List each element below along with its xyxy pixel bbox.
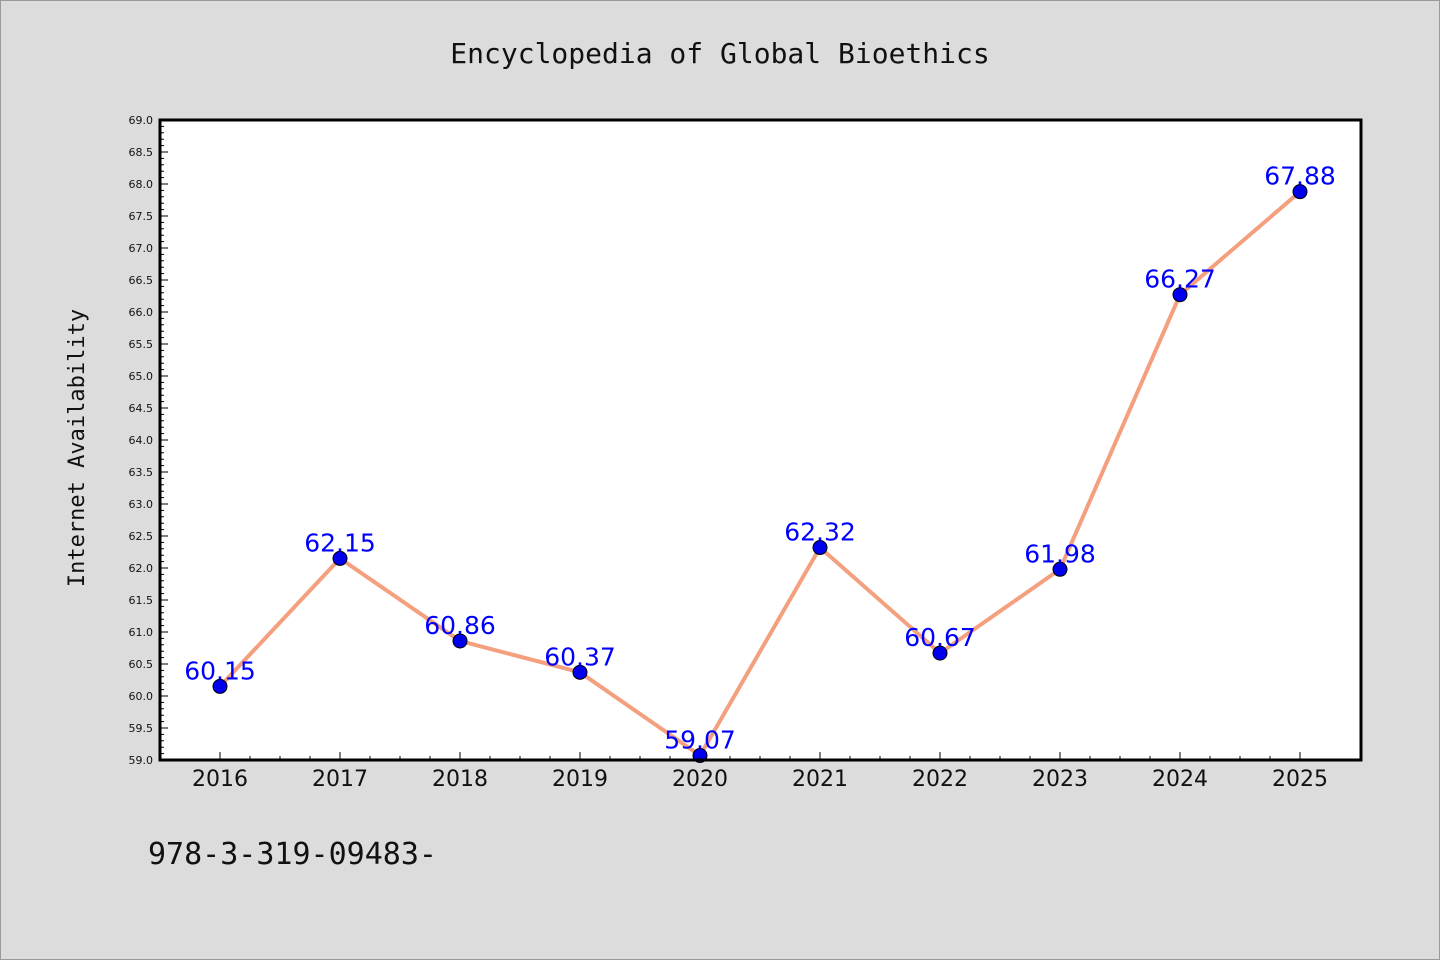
y-tick-label: 66.5 — [129, 274, 154, 287]
data-label: 60.37 — [544, 642, 616, 671]
x-axis-ticks: 2016 2017 2018 2019 2020 2021 2022 2023 2024 2025 — [192, 752, 1328, 792]
x-tick-label: 2017 — [312, 767, 368, 792]
x-tick-label: 2018 — [432, 767, 488, 792]
y-tick-label: 67.0 — [129, 242, 154, 255]
data-point — [1172, 287, 1188, 303]
data-point — [932, 645, 948, 661]
x-tick-label: 2020 — [672, 767, 728, 792]
x-tick-label: 2021 — [792, 767, 848, 792]
data-point — [332, 550, 348, 566]
y-tick-label: 65.0 — [129, 370, 154, 383]
y-tick-label: 66.0 — [129, 306, 154, 319]
y-tick-label: 62.5 — [129, 530, 154, 543]
plot-frame — [158, 118, 1363, 762]
data-label: 62.32 — [784, 518, 856, 547]
data-label: 60.67 — [904, 623, 976, 652]
x-tick-label: 2022 — [912, 767, 968, 792]
y-tick-label: 68.0 — [129, 178, 154, 191]
x-tick-label: 2019 — [552, 767, 608, 792]
data-point — [572, 664, 588, 680]
data-label: 60.15 — [184, 656, 256, 685]
data-point — [1052, 561, 1068, 577]
data-label: 66.27 — [1144, 265, 1216, 294]
x-tick-label: 2016 — [192, 767, 248, 792]
y-tick-label: 61.0 — [129, 626, 154, 639]
data-point — [812, 540, 828, 556]
data-label: 61.98 — [1024, 539, 1096, 568]
y-tick-label: 67.5 — [129, 210, 154, 223]
y-axis-ticks: 59.0 59.5 60.0 60.5 61.0 61.5 62.0 62.5 63.0 63.5… — [129, 114, 168, 767]
y-tick-label: 59.5 — [129, 722, 154, 735]
y-tick-label: 69.0 — [129, 114, 154, 127]
series-layer — [212, 184, 1308, 764]
y-tick-label: 60.5 — [129, 658, 154, 671]
y-tick-label: 62.0 — [129, 562, 154, 575]
y-tick-label: 61.5 — [129, 594, 154, 607]
series-line — [218, 190, 1302, 758]
footer-isbn: 978-3-319-09483- — [148, 837, 437, 872]
plot-area — [160, 120, 1361, 760]
y-tick-label: 63.5 — [129, 466, 154, 479]
y-tick-label: 64.5 — [129, 402, 154, 415]
data-label: 62.15 — [304, 528, 376, 557]
x-tick-label: 2024 — [1152, 767, 1208, 792]
data-label: 59.07 — [664, 726, 736, 755]
data-point — [452, 633, 468, 649]
data-label: 60.86 — [424, 611, 496, 640]
y-tick-label: 60.0 — [129, 690, 154, 703]
x-tick-label: 2023 — [1032, 767, 1088, 792]
y-tick-label: 68.5 — [129, 146, 154, 159]
chart-title: Encyclopedia of Global Bioethics — [450, 37, 989, 70]
y-tick-label: 63.0 — [129, 498, 154, 511]
y-tick-label: 59.0 — [129, 754, 154, 767]
y-tick-label: 65.5 — [129, 338, 154, 351]
data-point — [212, 678, 228, 694]
x-tick-label: 2025 — [1272, 767, 1328, 792]
y-tick-label: 64.0 — [129, 434, 154, 447]
data-labels-layer: 60.15 62.15 60.86 60.37 59.07 62.32 60.67 61.98… — [184, 162, 1336, 755]
data-label: 67.88 — [1264, 162, 1336, 191]
data-point — [1292, 184, 1308, 200]
y-axis-label: Internet Availability — [65, 309, 90, 587]
